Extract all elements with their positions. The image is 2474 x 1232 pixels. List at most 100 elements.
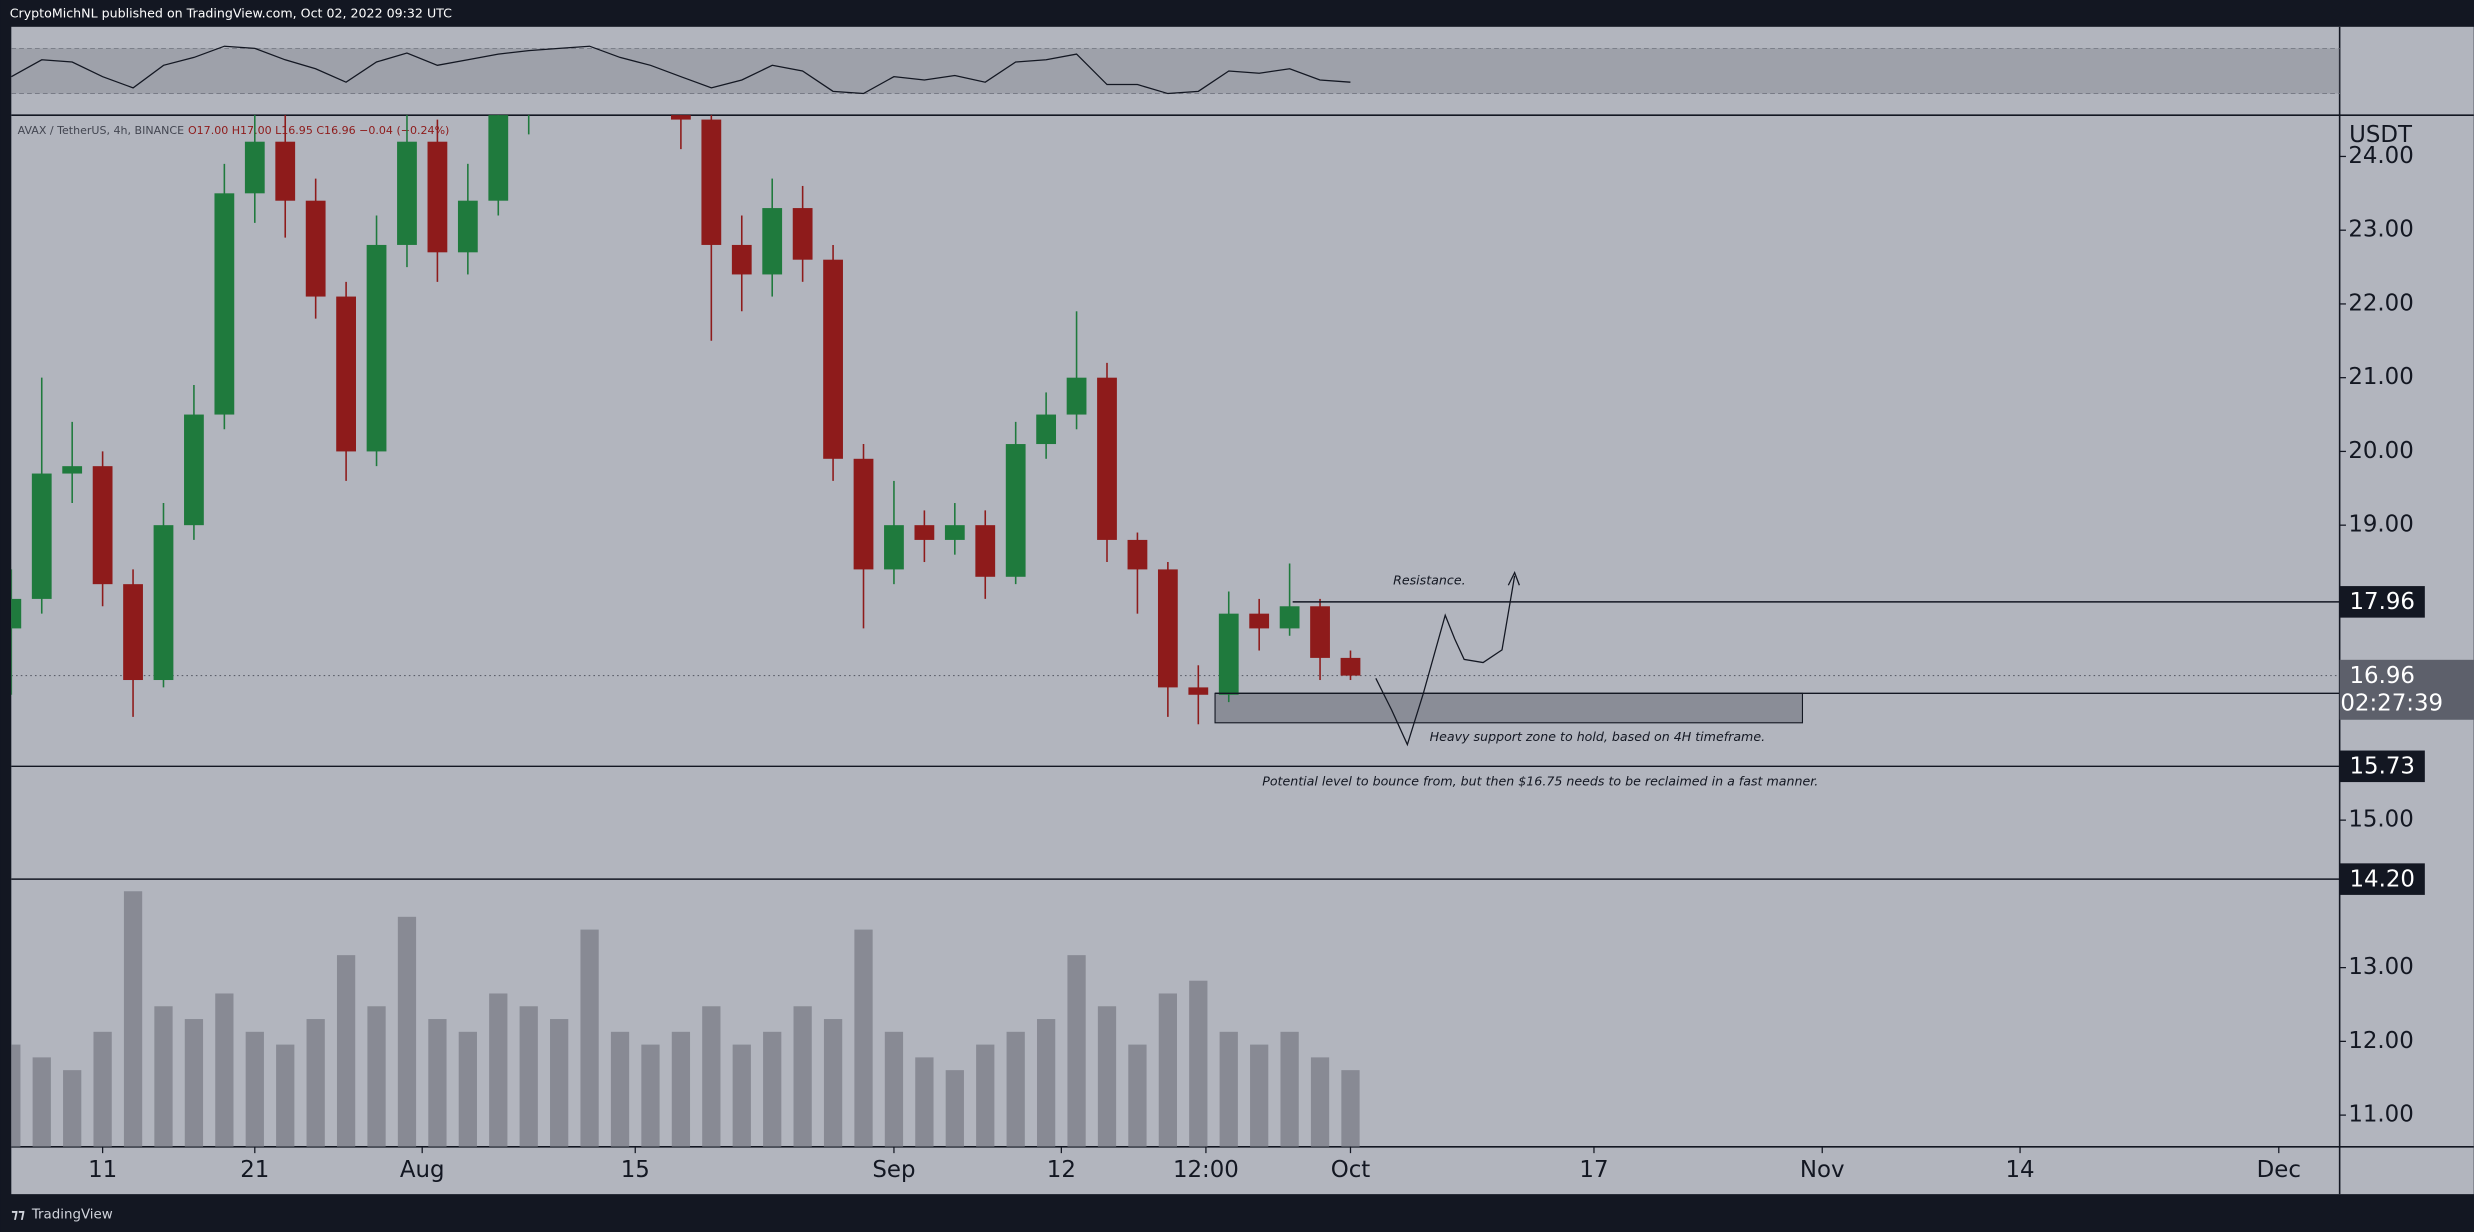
y-tick-label: 11.00 <box>2348 1102 2413 1128</box>
y-tick-label: 20.00 <box>2348 438 2413 464</box>
volume-bar <box>976 1044 995 1147</box>
candle-body <box>366 244 387 452</box>
candle-body <box>488 115 509 201</box>
candle-body <box>731 244 752 275</box>
x-tick-label: 17 <box>1579 1157 1608 1183</box>
y-tick-label: 15.00 <box>2348 807 2413 833</box>
candle-body <box>244 141 265 194</box>
candle-body <box>336 296 356 452</box>
volume-bar <box>550 1019 569 1147</box>
volume-bar <box>306 1019 325 1147</box>
volume-bar <box>1341 1070 1360 1147</box>
y-unit: USDT <box>2349 122 2413 148</box>
candle-body <box>671 115 691 120</box>
level-label-box <box>2339 750 2425 783</box>
candle-body <box>184 414 204 526</box>
y-tick-label: 22.00 <box>2348 290 2413 316</box>
x-tick-label: 21 <box>240 1157 269 1183</box>
x-tick-label: Oct <box>1331 1157 1371 1183</box>
candle-body <box>1005 444 1026 577</box>
candle-body <box>1340 657 1361 676</box>
candle-body <box>823 259 843 459</box>
candle-body <box>153 525 174 681</box>
volume-bar <box>1250 1044 1269 1147</box>
volume-bar <box>63 1070 82 1147</box>
footer: TradingView <box>31 1208 113 1223</box>
y-tick-label: 24.00 <box>2348 143 2413 169</box>
x-tick-label: 15 <box>621 1157 650 1183</box>
candle-body <box>305 200 326 297</box>
candle-body <box>92 466 113 585</box>
x-tick-label: Dec <box>2257 1157 2301 1183</box>
volume-bar <box>915 1057 934 1147</box>
volume-bar <box>702 1006 721 1147</box>
volume-bar <box>945 1070 964 1147</box>
countdown: 02:27:39 <box>2340 690 2443 716</box>
volume-bar <box>763 1031 782 1147</box>
volume-bar <box>397 916 417 1147</box>
footer-logo: ⁊⁊ <box>11 1208 25 1223</box>
candle-body <box>884 525 904 570</box>
level-label-box <box>2339 863 2425 895</box>
volume-bar <box>428 1019 447 1147</box>
volume-bar <box>458 1031 477 1147</box>
volume-bar <box>184 1019 204 1147</box>
x-tick-label: 14 <box>2006 1157 2035 1183</box>
volume-bar <box>793 1006 812 1147</box>
volume-bar <box>1189 980 1208 1147</box>
x-tick-label: 12 <box>1047 1157 1076 1183</box>
candle-body <box>1188 687 1209 695</box>
y-tick-label: 23.00 <box>2348 217 2413 243</box>
volume-bar <box>1097 1006 1117 1147</box>
volume-bar <box>93 1031 112 1147</box>
volume-bar <box>1128 1044 1147 1147</box>
volume-bar <box>1310 1057 1330 1147</box>
volume-bar <box>1219 1031 1238 1147</box>
volume-bar <box>32 1057 51 1147</box>
volume-bar <box>732 1044 751 1147</box>
y-tick-label: 12.00 <box>2348 1028 2413 1054</box>
volume-bar <box>884 1031 904 1147</box>
volume-bar <box>1280 1031 1299 1147</box>
annotation: Potential level to bounce from, but then… <box>1262 773 1818 788</box>
candle-body <box>701 119 722 245</box>
candle-body <box>275 141 296 201</box>
y-tick-label: 13.00 <box>2348 954 2413 980</box>
projection-path <box>1375 575 1516 747</box>
candle-body <box>214 193 235 415</box>
header: CryptoMichNL published on TradingView.co… <box>10 6 452 21</box>
candle-body <box>1279 606 1300 629</box>
volume-bar <box>154 1006 173 1147</box>
candle-body <box>397 141 417 245</box>
level-label: 17.96 <box>2350 589 2415 615</box>
main-pane <box>11 115 2340 1147</box>
rsi-line <box>11 45 1351 95</box>
projection-arrow <box>1375 571 1520 747</box>
plot-background <box>11 26 2474 1195</box>
arrow-head <box>1507 571 1520 586</box>
volume-bar <box>1158 993 1178 1147</box>
volume-bar <box>610 1031 630 1147</box>
volume-bar <box>489 993 508 1147</box>
volume-bar <box>1036 1019 1056 1147</box>
volume-bar <box>11 1044 21 1147</box>
volume-bar <box>215 993 234 1147</box>
candle-body <box>1066 377 1087 415</box>
symbol: AVAX / TetherUS, 4h, BINANCE <box>18 124 184 137</box>
volume-bar <box>123 891 143 1147</box>
x-tick-label: Sep <box>872 1157 915 1183</box>
candle-body <box>1127 539 1148 570</box>
volume-bar <box>245 1031 264 1147</box>
volume-bar <box>276 1044 295 1147</box>
rsi-band <box>11 48 2340 94</box>
annotation: Heavy support zone to hold, based on 4H … <box>1430 729 1766 744</box>
x-tick-label: Nov <box>1800 1157 1845 1183</box>
candle-body <box>11 598 22 629</box>
current-price-label: 16.96 <box>2350 663 2415 689</box>
annotation: Resistance. <box>1393 573 1466 588</box>
volume-bar <box>1006 1031 1025 1147</box>
volume-bar <box>336 955 356 1147</box>
candle-body <box>123 584 143 681</box>
candle-body <box>762 208 783 275</box>
